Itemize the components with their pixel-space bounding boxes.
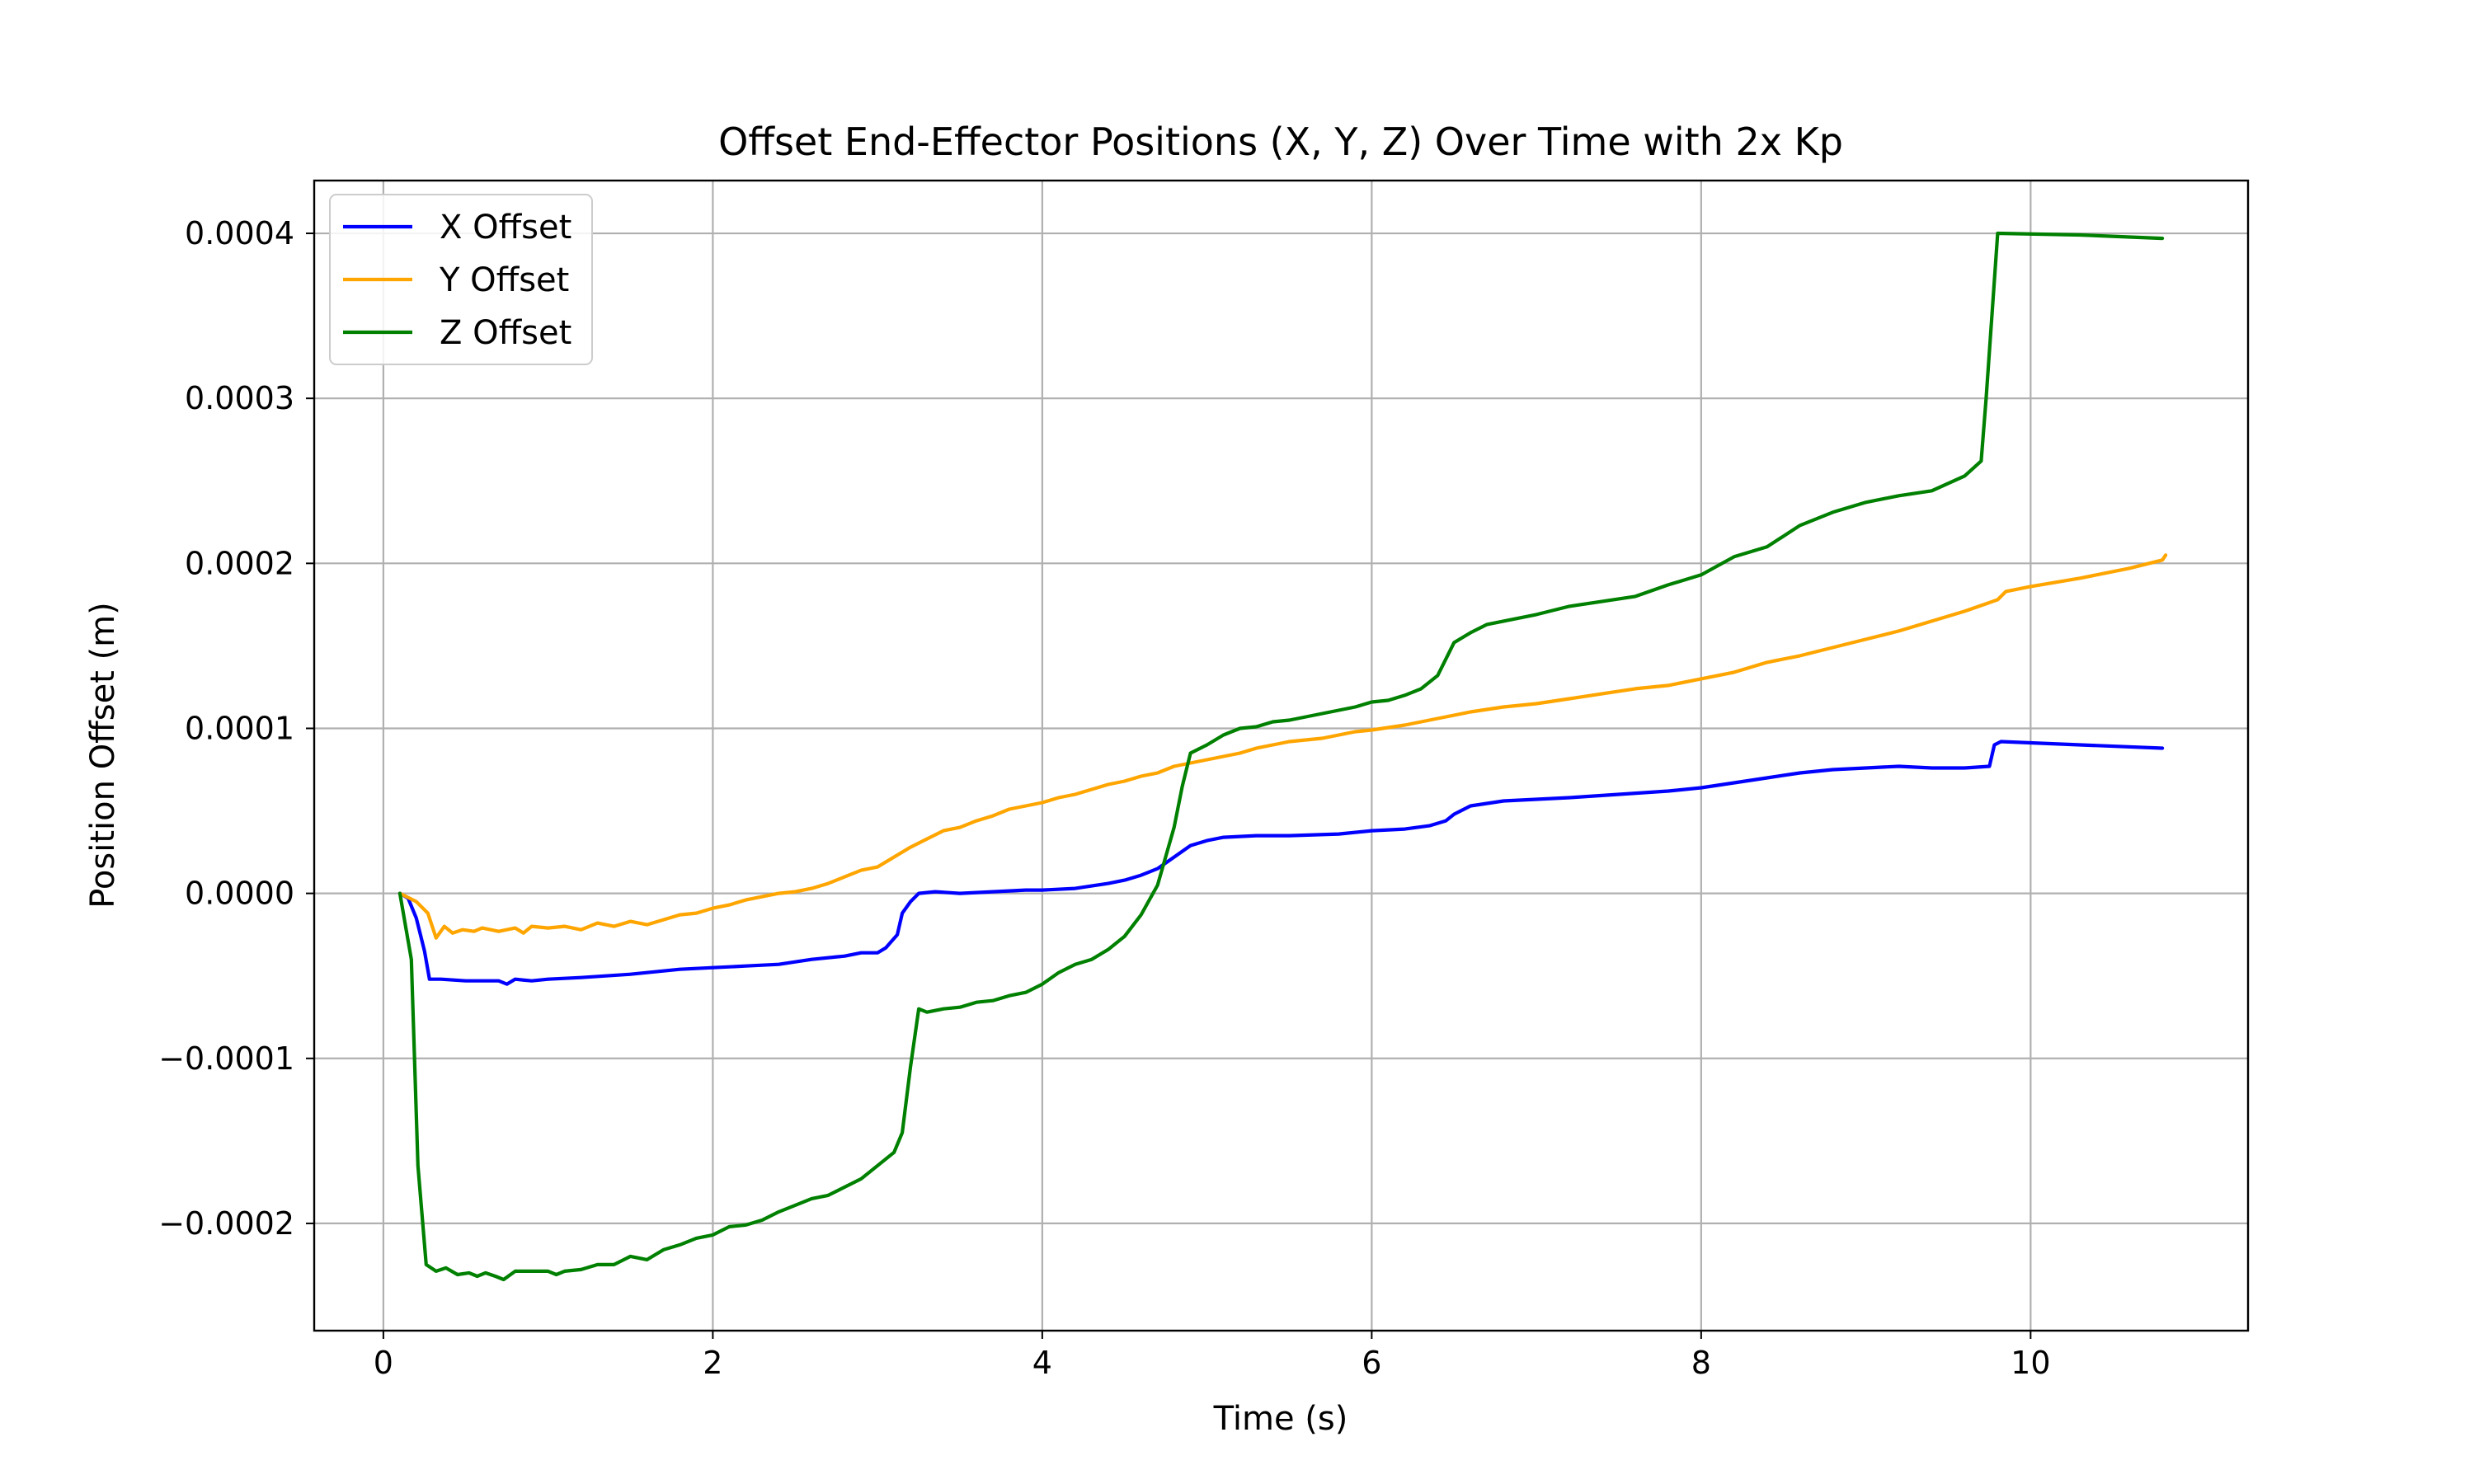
legend: X Offset Y Offset Z Offset [329,194,593,365]
x-tick-label: 2 [703,1345,722,1381]
y-tick-label: 0.0004 [185,215,294,251]
y-tick-label: 0.0001 [185,710,294,746]
x-tick-label: 6 [1362,1345,1381,1381]
y-tick-label: 0.0000 [185,876,294,912]
x-tick-label: 8 [1691,1345,1711,1381]
ticks: 0 2 4 6 8 10 −0.0002 −0.0001 0.0000 0.0001 0.0002 0… [158,215,2050,1381]
x-tick-label: 10 [2011,1345,2050,1381]
series-line-y-offset [397,553,2168,940]
series-line-z-offset [397,231,2165,1282]
x-tick-label: 0 [374,1345,393,1381]
series-line-x-offset [397,740,2165,986]
y-tick-label: −0.0002 [158,1205,294,1242]
y-tick-label: −0.0001 [158,1040,294,1077]
y-tick-label: 0.0003 [185,380,294,416]
legend-box [329,194,593,365]
series-lines [397,231,2168,1282]
legend-label-y-offset: Y Offset [439,261,569,299]
plot-frame [313,179,2250,1332]
x-axis-title: Time (s) [1213,1400,1348,1438]
chart-title: Offset End-Effector Positions (X, Y, Z) … [718,120,1843,164]
x-tick-label: 4 [1032,1345,1052,1381]
legend-label-x-offset: X Offset [440,209,571,247]
grid [314,181,2248,1331]
legend-label-z-offset: Z Offset [440,314,571,352]
y-axis-title: Position Offset (m) [84,602,122,909]
y-tick-label: 0.0002 [185,545,294,581]
